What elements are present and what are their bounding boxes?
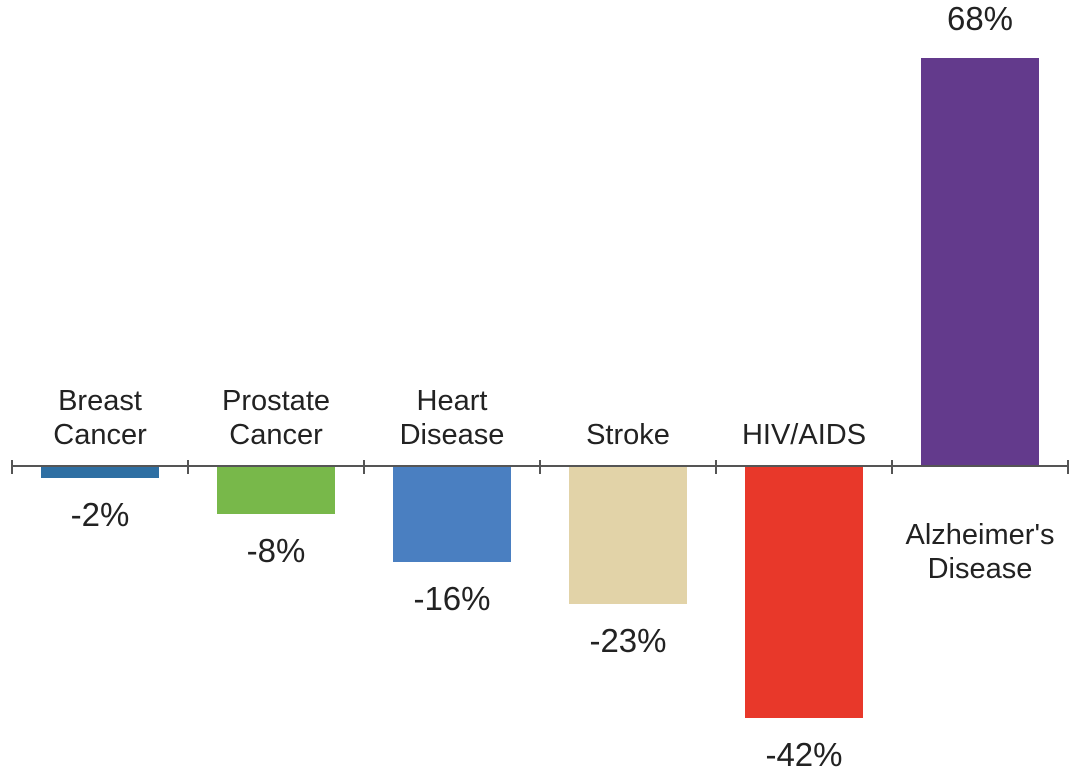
data-label-1: -8% [247, 532, 306, 569]
x-axis [11, 460, 1069, 474]
data-label-3: -23% [589, 622, 666, 659]
data-label-0: -2% [71, 496, 130, 533]
data-label-5: 68% [947, 0, 1013, 37]
category-label-3: Stroke [586, 419, 670, 451]
labels-group: -2%Breast Cancer-8%Prostate Cancer-16%Hear… [53, 0, 1054, 773]
bar-4 [745, 466, 863, 718]
bar-5 [921, 58, 1039, 466]
category-label-line: Breast [58, 385, 142, 417]
category-label-line: Stroke [586, 419, 670, 451]
category-label-line: Prostate [222, 385, 330, 417]
data-label-2: -16% [413, 580, 490, 617]
category-label-5: Alzheimer's Disease [906, 519, 1055, 585]
category-label-0: Breast Cancer [53, 385, 147, 451]
category-label-line: Cancer [229, 419, 323, 451]
category-label-line: Heart [417, 385, 488, 417]
category-label-1: Prostate Cancer [222, 385, 330, 451]
bar-0 [41, 466, 159, 478]
bar-2 [393, 466, 511, 562]
category-label-4: HIV/AIDS [742, 419, 866, 451]
category-label-line: HIV/AIDS [742, 419, 866, 451]
category-label-line: Cancer [53, 419, 147, 451]
category-label-line: Disease [400, 419, 505, 451]
category-label-2: Heart Disease [400, 385, 505, 451]
category-label-line: Disease [928, 553, 1033, 585]
data-label-4: -42% [765, 736, 842, 773]
category-label-line: Alzheimer's [906, 519, 1055, 551]
bars-group [41, 58, 1039, 718]
bar-3 [569, 466, 687, 604]
bar-1 [217, 466, 335, 514]
